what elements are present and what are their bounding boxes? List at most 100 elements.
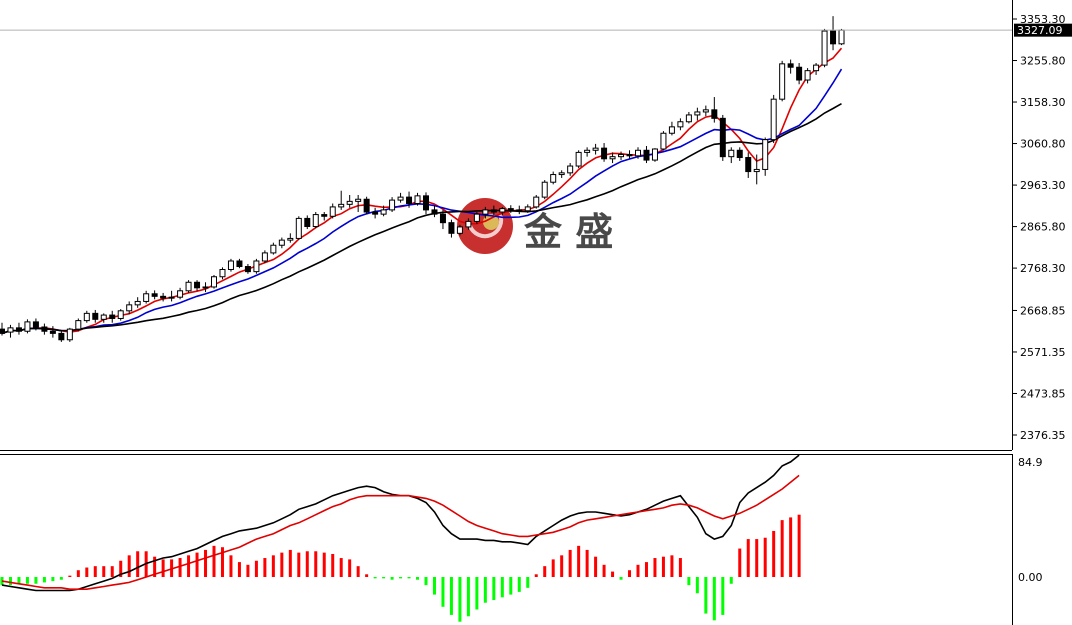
candle-body-up <box>685 114 692 123</box>
candle <box>329 203 336 219</box>
candle-body-up <box>177 290 184 298</box>
candle <box>194 280 201 291</box>
candle-body-up <box>253 260 260 273</box>
candle-body-up <box>414 195 421 205</box>
price-tick-label: 2865.80 <box>1020 221 1066 234</box>
price-tick-label: 2571.35 <box>1020 346 1066 359</box>
candle-body-down <box>15 327 22 332</box>
candle-body-down <box>109 314 116 319</box>
candle <box>804 68 811 84</box>
candle <box>499 206 506 216</box>
candle-body-down <box>423 195 429 211</box>
candle <box>465 218 472 230</box>
price-tick-label: 2963.30 <box>1020 179 1066 192</box>
candle-body-up <box>804 70 811 81</box>
price-y-axis-ticks: 3353.30 3255.80 3158.30 3060.80 2963.30 2865.… <box>1012 13 1066 442</box>
candle-body-up <box>66 328 73 341</box>
candle <box>372 207 379 219</box>
candle <box>58 330 65 342</box>
candle-body-down <box>601 147 608 160</box>
candle <box>92 309 99 323</box>
candle <box>779 60 786 102</box>
candle <box>736 147 743 161</box>
candle <box>830 16 837 51</box>
candle <box>753 154 760 185</box>
candle <box>592 143 599 155</box>
price-tick-label: 3158.30 <box>1020 96 1066 109</box>
candle-body-up <box>482 209 489 215</box>
candle-body-up <box>660 132 667 150</box>
candle-body-up <box>117 310 124 319</box>
candle <box>609 152 616 164</box>
moving-average-line <box>1 68 843 335</box>
candle <box>711 97 718 123</box>
candle-body-down <box>151 293 158 297</box>
candle-body-up <box>618 154 625 158</box>
candle-body-up <box>134 300 141 306</box>
candle <box>643 146 650 164</box>
candle <box>100 313 107 323</box>
candle <box>635 147 641 159</box>
candle <box>24 319 31 334</box>
candle-body-up <box>24 321 31 332</box>
candle <box>558 170 565 178</box>
moving-average-line <box>1 103 842 335</box>
candle-body-down <box>626 154 633 157</box>
candle-body-down <box>431 209 438 215</box>
candle-body-down <box>745 157 752 173</box>
candle <box>338 190 345 210</box>
candle-body-down <box>92 312 99 320</box>
candlestick-series <box>0 16 845 342</box>
candle <box>244 263 251 274</box>
logo-gold-dot <box>483 214 499 230</box>
candle <box>456 224 463 236</box>
price-tick-label: 2668.85 <box>1020 304 1066 317</box>
candle-body-up <box>312 214 319 227</box>
candle-body-up <box>465 220 472 228</box>
candle <box>143 290 150 304</box>
candle-body-up <box>728 149 735 158</box>
candle <box>490 205 497 216</box>
candle <box>660 131 667 151</box>
candle <box>821 28 828 68</box>
candle <box>423 192 429 215</box>
candle-body-down <box>363 198 370 213</box>
candle <box>685 111 692 124</box>
candle-body-up <box>83 312 90 322</box>
candle-body-up <box>143 293 150 302</box>
candle-body-up <box>651 148 658 161</box>
price-tick-label: 3353.30 <box>1020 13 1066 26</box>
candle <box>278 237 285 249</box>
candle-body-up <box>584 149 591 153</box>
candle-body-up <box>541 181 548 198</box>
candle <box>728 147 735 164</box>
candle-body-up <box>185 281 192 292</box>
candle-body-down <box>787 63 794 68</box>
candle <box>295 216 302 240</box>
candle <box>7 324 14 338</box>
candle-body-up <box>397 196 404 201</box>
candle <box>236 258 243 269</box>
candle-body-down <box>304 217 311 227</box>
candle <box>838 28 845 46</box>
candle-body-up <box>499 208 506 213</box>
candle-body-up <box>126 304 133 312</box>
candle <box>550 171 557 185</box>
candle <box>473 212 480 224</box>
watermark-text: 金 盛 <box>523 210 613 254</box>
candle-body-down <box>236 260 243 268</box>
candle <box>321 212 328 221</box>
candle-body-up <box>838 29 845 45</box>
candle <box>389 197 396 213</box>
candle <box>160 292 167 302</box>
price-tick-label: 2768.30 <box>1020 262 1066 275</box>
candle <box>524 204 531 213</box>
candle <box>66 327 73 342</box>
candle-body-down <box>372 211 379 215</box>
candle <box>355 194 362 213</box>
candle-body-down <box>32 321 39 328</box>
price-tick-label: 2376.35 <box>1020 429 1066 442</box>
candle-body-down <box>736 149 743 159</box>
